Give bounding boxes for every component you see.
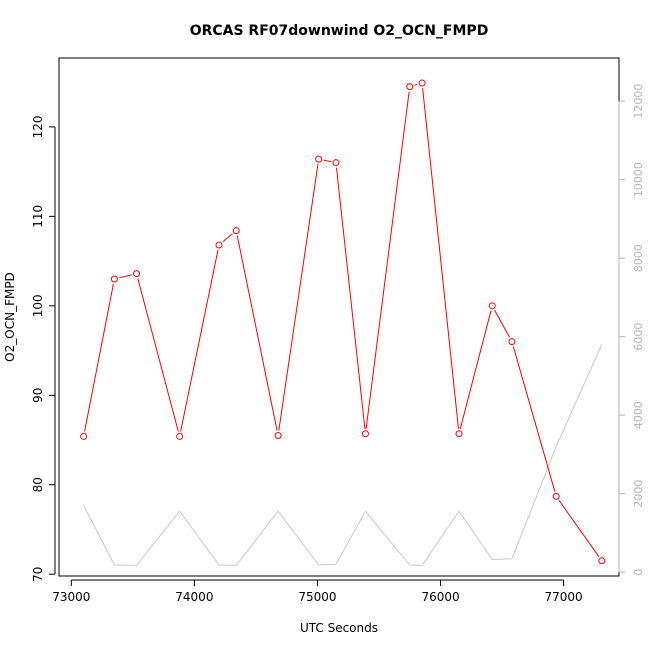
right-tick-label: 8000 bbox=[632, 244, 645, 272]
red-data-point bbox=[406, 83, 414, 91]
red-data-point bbox=[176, 432, 184, 440]
y-tick-label: 70 bbox=[31, 567, 45, 582]
red-data-point bbox=[133, 270, 141, 278]
red-data-point bbox=[110, 275, 118, 283]
x-tick-label: 76000 bbox=[421, 590, 459, 604]
red-series-segment bbox=[222, 233, 233, 243]
red-data-point bbox=[274, 432, 282, 440]
y-tick-label: 100 bbox=[31, 294, 45, 317]
red-data-point bbox=[215, 241, 223, 249]
red-series-segment bbox=[414, 83, 418, 86]
red-series-segment bbox=[422, 87, 459, 429]
red-series-segment bbox=[278, 163, 319, 431]
plot-frame bbox=[58, 57, 620, 577]
red-series-segment bbox=[236, 235, 278, 431]
red-series-segment bbox=[119, 274, 132, 279]
chart-title: ORCAS RF07downwind O2_OCN_FMPD bbox=[190, 23, 489, 39]
x-tick-label: 75000 bbox=[298, 590, 336, 604]
red-series-segment bbox=[494, 309, 510, 338]
red-data-point bbox=[80, 432, 88, 440]
red-data-point bbox=[455, 430, 463, 438]
red-series-segment bbox=[365, 91, 410, 429]
red-data-point bbox=[598, 557, 606, 565]
right-tick-label: 4000 bbox=[632, 401, 645, 429]
x-axis: 73000 74000 75000 76000 77000 bbox=[52, 579, 583, 604]
red-series-segment bbox=[137, 278, 179, 432]
right-tick-label: 10000 bbox=[632, 162, 645, 197]
red-series-segment bbox=[323, 159, 332, 163]
red-series-segment bbox=[335, 167, 366, 429]
grey-series bbox=[83, 344, 603, 566]
red-data-point bbox=[232, 227, 240, 235]
right-tick-label: 0 bbox=[632, 569, 645, 576]
red-data-point bbox=[361, 430, 369, 438]
y-tick-label: 80 bbox=[31, 477, 45, 492]
x-tick-label: 77000 bbox=[545, 590, 583, 604]
right-tick-label: 6000 bbox=[632, 323, 645, 351]
x-tick-label: 73000 bbox=[52, 590, 90, 604]
red-data-point bbox=[552, 492, 560, 500]
red-data-point bbox=[508, 338, 516, 346]
red-data-point bbox=[332, 159, 340, 167]
red-data-point bbox=[488, 302, 496, 310]
red-series-segment bbox=[558, 500, 600, 557]
red-data-point bbox=[315, 155, 323, 163]
red-data-point bbox=[418, 79, 426, 87]
y-axis: 70 80 90 100 110 120 bbox=[31, 115, 56, 582]
y-tick-label: 90 bbox=[31, 388, 45, 403]
y-axis-label: O2_OCN_FMPD bbox=[3, 272, 17, 362]
right-axis: 0 2000 4000 6000 8000 10000 12000 bbox=[618, 84, 645, 576]
red-series-segment bbox=[84, 283, 114, 432]
x-tick-label: 74000 bbox=[175, 590, 213, 604]
y-tick-label: 110 bbox=[31, 205, 45, 228]
right-tick-label: 12000 bbox=[632, 84, 645, 119]
right-tick-label: 2000 bbox=[632, 480, 645, 508]
grey-series-line bbox=[83, 344, 603, 566]
y-tick-label: 120 bbox=[31, 115, 45, 138]
red-series-segment bbox=[180, 249, 219, 432]
red-series-segment bbox=[512, 346, 556, 492]
x-axis-label: UTC Seconds bbox=[300, 621, 378, 635]
red-series bbox=[80, 79, 606, 565]
red-series-segment bbox=[459, 310, 492, 430]
